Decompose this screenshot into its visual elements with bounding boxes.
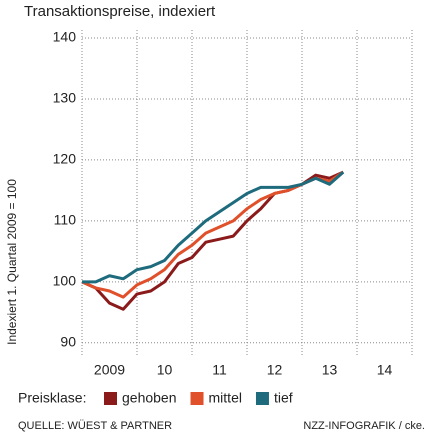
line <box>81 170 344 311</box>
legend-swatch <box>255 392 269 405</box>
x-tick-label: 2009 <box>94 362 125 378</box>
x-tick-label: 10 <box>157 362 173 378</box>
credit: NZZ-INFOGRAFIK / cke. <box>303 420 425 432</box>
line <box>82 170 345 284</box>
legend-label: mittel <box>209 390 242 406</box>
y-axis-label: Indexiert 1. Quartal 2009 = 100 <box>5 179 19 345</box>
legend-swatch <box>104 392 117 405</box>
y-tick-label: 140 <box>53 29 77 45</box>
y-tick-label: 90 <box>60 334 76 350</box>
chart-title: Transaktionspreise, indexiert <box>24 3 216 20</box>
y-tick-label: 130 <box>53 90 77 106</box>
legend-label: gehoben <box>122 390 177 406</box>
legend-title: Preisklase: <box>18 390 86 406</box>
legend-label: tief <box>274 390 293 406</box>
y-tick-label: 100 <box>53 273 77 289</box>
y-tick-label: 110 <box>54 212 77 228</box>
x-tick-label: 11 <box>212 362 227 378</box>
x-tick-label: 12 <box>267 362 283 378</box>
source: QUELLE: WÜEST & PARTNER <box>18 420 172 432</box>
x-tick-label: 13 <box>322 362 338 378</box>
y-tick-label: 120 <box>53 151 77 167</box>
x-tick-label: 14 <box>377 362 393 378</box>
legend-swatch <box>190 392 204 405</box>
